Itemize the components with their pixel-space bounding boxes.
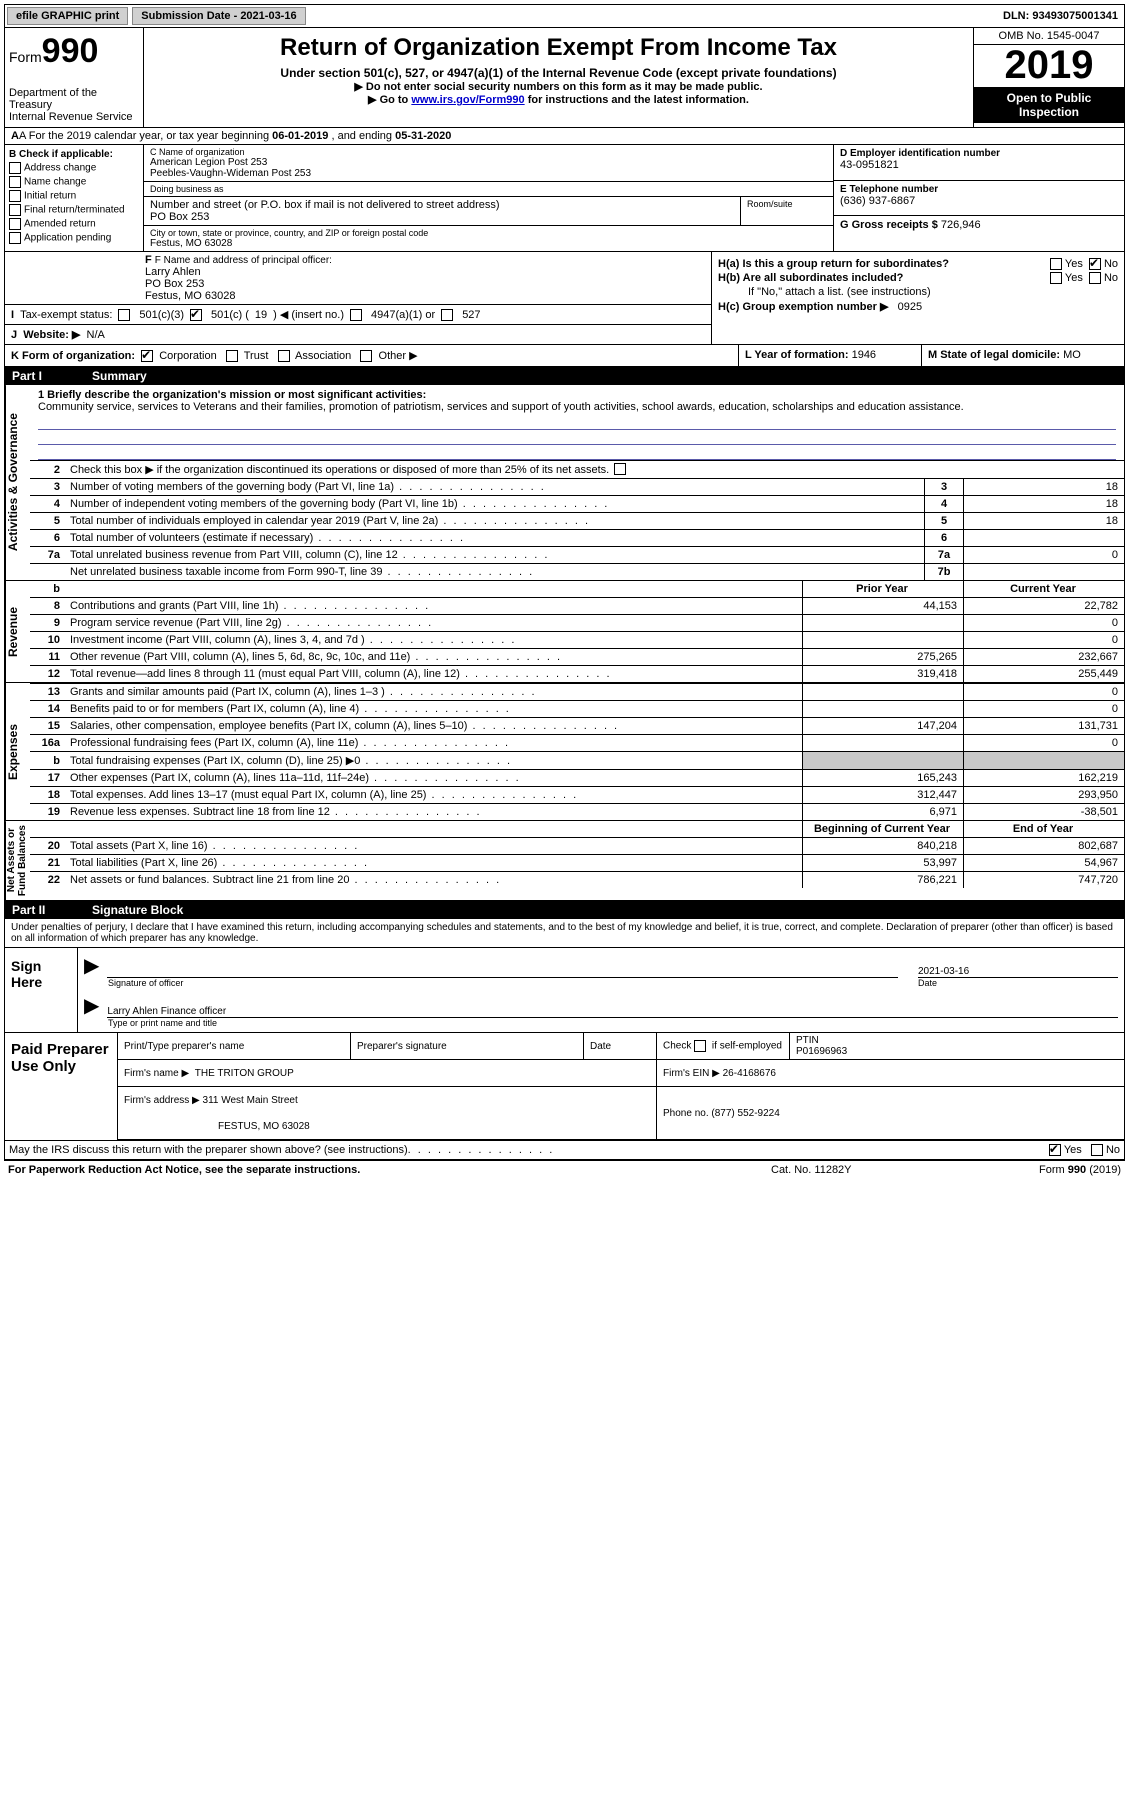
year-formation: 1946 bbox=[852, 349, 876, 361]
paid-preparer-label: Paid Preparer Use Only bbox=[5, 1033, 118, 1140]
org-city: Festus, MO 63028 bbox=[150, 238, 827, 249]
hb-no-checkbox[interactable] bbox=[1089, 272, 1101, 284]
open-to-public-badge: Open to Public Inspection bbox=[974, 87, 1124, 123]
applicable-checkbox[interactable] bbox=[9, 176, 21, 188]
4947-checkbox[interactable] bbox=[350, 309, 362, 321]
gross-receipts-value: 726,946 bbox=[941, 219, 981, 231]
activities-governance-section: Activities & Governance 1 Briefly descri… bbox=[4, 385, 1125, 581]
officer-name: Larry Ahlen bbox=[145, 266, 705, 278]
firm-name: THE TRITON GROUP bbox=[195, 1068, 294, 1079]
signature-date-field: 2021-03-16 bbox=[918, 952, 1118, 978]
form-of-org-row: K Form of organization: Corporation Trus… bbox=[4, 345, 1125, 367]
applicable-checkbox[interactable] bbox=[9, 232, 21, 244]
tax-year-period: AA For the 2019 calendar year, or tax ye… bbox=[4, 128, 1125, 145]
other-checkbox[interactable] bbox=[360, 350, 372, 362]
sign-arrow-icon: ▶ bbox=[84, 953, 99, 978]
corporation-checkbox[interactable] bbox=[141, 350, 153, 362]
part-2-header: Part IISignature Block bbox=[4, 901, 1125, 919]
discontinued-checkbox[interactable] bbox=[614, 463, 626, 475]
instructions-link[interactable]: www.irs.gov/Form990 bbox=[411, 94, 524, 106]
association-checkbox[interactable] bbox=[278, 350, 290, 362]
firm-phone: (877) 552-9224 bbox=[711, 1108, 779, 1119]
applicable-checkbox[interactable] bbox=[9, 190, 21, 202]
form-title: Return of Organization Exempt From Incom… bbox=[152, 34, 965, 62]
officer-status-block: F F Name and address of principal office… bbox=[4, 252, 1125, 345]
side-label-net-assets: Net Assets or Fund Balances bbox=[5, 821, 30, 900]
officer-name-title-field: Larry Ahlen Finance officer bbox=[107, 992, 1118, 1018]
tax-year: 2019 bbox=[974, 45, 1124, 87]
footer-row: For Paperwork Reduction Act Notice, see … bbox=[4, 1160, 1125, 1179]
sign-arrow-icon-2: ▶ bbox=[84, 993, 99, 1018]
firm-ein: 26-4168676 bbox=[723, 1068, 776, 1079]
website-row: J Website: ▶ N/A bbox=[5, 324, 711, 344]
org-street: PO Box 253 bbox=[150, 211, 734, 223]
discuss-yes-checkbox[interactable] bbox=[1049, 1144, 1061, 1156]
website-value: N/A bbox=[87, 329, 105, 341]
firm-addr1: 311 West Main Street bbox=[203, 1095, 298, 1106]
applicable-checkbox[interactable] bbox=[9, 204, 21, 216]
dba-label: Doing business as bbox=[150, 184, 827, 194]
column-c-org-info: C Name of organization American Legion P… bbox=[144, 145, 833, 251]
discuss-no-checkbox[interactable] bbox=[1091, 1144, 1103, 1156]
sign-here-block: Sign Here ▶ 2021-03-16 Signature of offi… bbox=[4, 948, 1125, 1033]
trust-checkbox[interactable] bbox=[226, 350, 238, 362]
ssn-warning: ▶ Do not enter social security numbers o… bbox=[152, 80, 965, 93]
hb-yes-checkbox[interactable] bbox=[1050, 272, 1062, 284]
room-suite-label: Room/suite bbox=[741, 197, 833, 225]
applicable-checkbox[interactable] bbox=[9, 162, 21, 174]
self-employed-checkbox[interactable] bbox=[694, 1040, 706, 1052]
column-d-contact: D Employer identification number 43-0951… bbox=[833, 145, 1124, 251]
discuss-row: May the IRS discuss this return with the… bbox=[4, 1141, 1125, 1160]
form-subtitle: Under section 501(c), 527, or 4947(a)(1)… bbox=[152, 66, 965, 80]
sign-here-label: Sign Here bbox=[5, 948, 78, 1032]
mission-text: Community service, services to Veterans … bbox=[38, 401, 964, 413]
net-assets-section: Net Assets or Fund Balances Beginning of… bbox=[4, 821, 1125, 901]
ha-no-checkbox[interactable] bbox=[1089, 258, 1101, 270]
form-header: Form990 Department of the Treasury Inter… bbox=[4, 28, 1125, 128]
501c-checkbox[interactable] bbox=[190, 309, 202, 321]
side-label-activities: Activities & Governance bbox=[5, 385, 30, 580]
org-name-2: Peebles-Vaughn-Wideman Post 253 bbox=[150, 168, 827, 179]
ein-value: 43-0951821 bbox=[840, 159, 1118, 171]
officer-addr2: Festus, MO 63028 bbox=[145, 290, 705, 302]
applicable-checkbox[interactable] bbox=[9, 218, 21, 230]
state-domicile: MO bbox=[1063, 349, 1081, 361]
efile-print-button[interactable]: efile GRAPHIC print bbox=[7, 7, 128, 25]
paid-preparer-block: Paid Preparer Use Only Print/Type prepar… bbox=[4, 1033, 1125, 1141]
501c3-checkbox[interactable] bbox=[118, 309, 130, 321]
identity-block: B Check if applicable: Address changeNam… bbox=[4, 145, 1125, 252]
expenses-section: Expenses 13Grants and similar amounts pa… bbox=[4, 683, 1125, 821]
top-bar: efile GRAPHIC print Submission Date - 20… bbox=[4, 4, 1125, 28]
telephone-value: (636) 937-6867 bbox=[840, 195, 1118, 207]
org-name-1: American Legion Post 253 bbox=[150, 157, 827, 168]
part-1-header: Part ISummary bbox=[4, 367, 1125, 385]
ha-yes-checkbox[interactable] bbox=[1050, 258, 1062, 270]
submission-date-pill: Submission Date - 2021-03-16 bbox=[132, 7, 305, 25]
department-label: Department of the Treasury Internal Reve… bbox=[9, 87, 139, 123]
firm-addr2: FESTUS, MO 63028 bbox=[118, 1113, 657, 1140]
group-exemption-value: 0925 bbox=[898, 301, 922, 313]
dln-label: DLN: 93493075001341 bbox=[1003, 10, 1124, 22]
527-checkbox[interactable] bbox=[441, 309, 453, 321]
ptin-value: P01696963 bbox=[796, 1046, 847, 1057]
side-label-revenue: Revenue bbox=[5, 581, 30, 682]
instructions-link-line: ▶ Go to www.irs.gov/Form990 for instruct… bbox=[152, 93, 965, 106]
officer-addr1: PO Box 253 bbox=[145, 278, 705, 290]
form-number: Form990 bbox=[9, 32, 139, 71]
perjury-statement: Under penalties of perjury, I declare th… bbox=[4, 919, 1125, 948]
side-label-expenses: Expenses bbox=[5, 683, 30, 820]
revenue-section: Revenue b Prior Year Current Year 8Contr… bbox=[4, 581, 1125, 683]
column-b-checkboxes: B Check if applicable: Address changeNam… bbox=[5, 145, 144, 251]
tax-exempt-status-row: ITax-exempt status: 501(c)(3) 501(c) (19… bbox=[5, 304, 711, 324]
officer-signature-field[interactable] bbox=[107, 963, 898, 978]
